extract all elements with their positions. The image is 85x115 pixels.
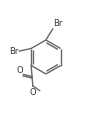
Text: O: O [30, 87, 36, 96]
Text: Br: Br [54, 19, 63, 28]
Text: O: O [16, 65, 23, 74]
Text: Br: Br [9, 47, 18, 56]
